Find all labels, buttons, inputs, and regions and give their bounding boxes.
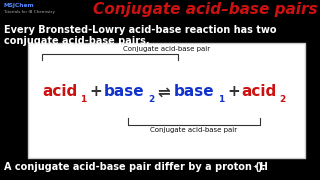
Text: Conjugate acid-base pair: Conjugate acid-base pair [150, 127, 237, 133]
Text: 2: 2 [279, 94, 285, 103]
Text: +: + [227, 84, 240, 100]
Text: Tutorials for IB Chemistry: Tutorials for IB Chemistry [3, 10, 55, 14]
Text: +: + [89, 84, 102, 100]
Text: Every Bronsted-Lowry acid-base reaction has two: Every Bronsted-Lowry acid-base reaction … [4, 25, 276, 35]
Text: 1: 1 [218, 94, 224, 103]
Text: acid: acid [42, 84, 77, 100]
Bar [28, 43, 305, 158]
Text: ).: ). [257, 162, 265, 172]
Text: A conjugate acid-base pair differ by a proton (H: A conjugate acid-base pair differ by a p… [4, 162, 268, 172]
Text: 2: 2 [148, 94, 154, 103]
Text: Conjugate acid-base pair: Conjugate acid-base pair [123, 46, 210, 52]
Text: MSJChem: MSJChem [3, 3, 34, 8]
Text: ⇌: ⇌ [157, 84, 170, 100]
Text: base: base [174, 84, 215, 100]
Text: base: base [104, 84, 145, 100]
Text: +: + [252, 164, 257, 169]
Text: Conjugate acid–base pairs: Conjugate acid–base pairs [93, 2, 318, 17]
Text: 1: 1 [80, 94, 86, 103]
Text: acid: acid [241, 84, 276, 100]
Text: conjugate acid-base pairs.: conjugate acid-base pairs. [4, 36, 150, 46]
